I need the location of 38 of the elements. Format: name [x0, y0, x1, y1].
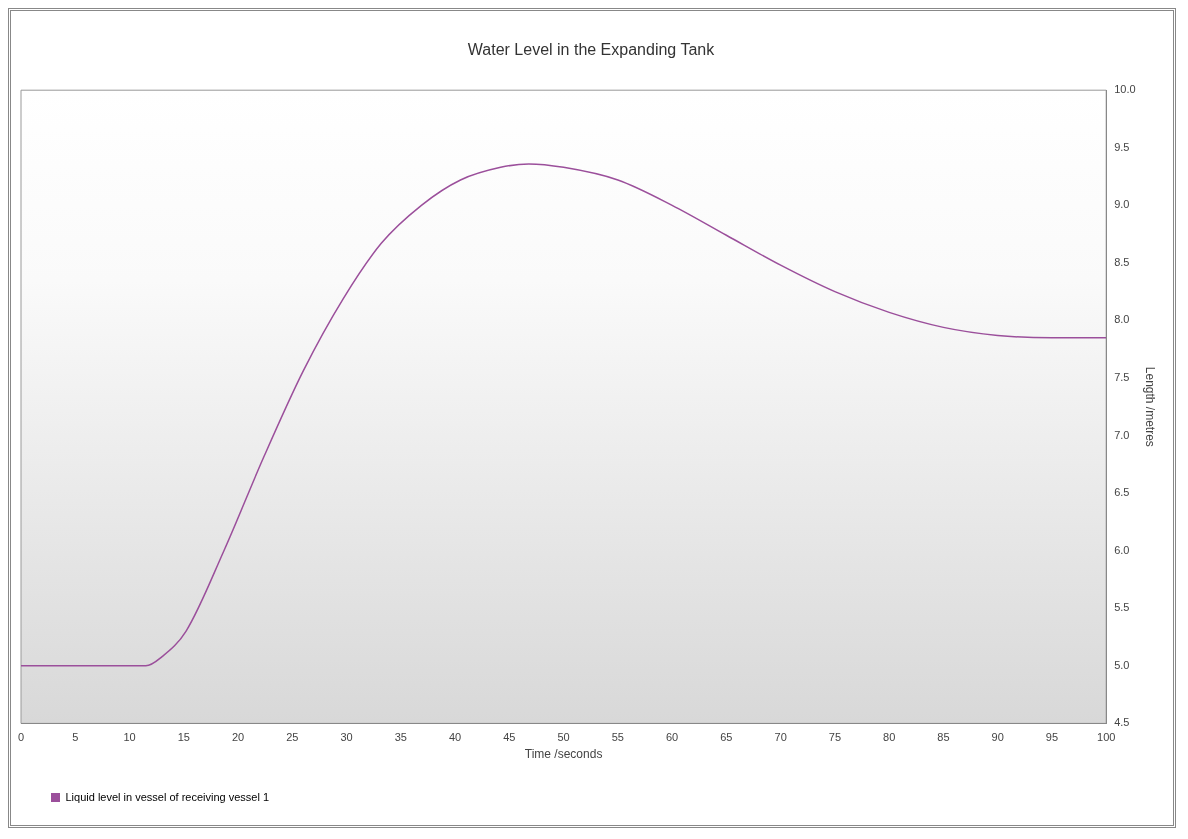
y-tick-label: 6.0 [1114, 543, 1130, 556]
x-tick-label: 70 [774, 731, 787, 744]
line-series [21, 163, 1107, 667]
x-axis-title: Time /seconds [524, 747, 603, 762]
x-tick-label: 50 [557, 731, 570, 744]
x-tick-label: 55 [611, 731, 624, 744]
y-axis-title: Length /metres [1143, 366, 1158, 447]
y-tick-label: 4.5 [1114, 716, 1130, 729]
x-tick-label: 10 [123, 731, 136, 744]
x-tick-label: 80 [883, 731, 896, 744]
y-tick-label: 8.5 [1114, 255, 1130, 268]
x-tick-label: 20 [231, 731, 245, 744]
x-tick-label: 75 [828, 731, 842, 744]
chart-title: Water Level in the Expanding Tank [467, 41, 716, 59]
y-tick-label: 9.0 [1114, 198, 1130, 211]
y-tick-label: 7.5 [1114, 371, 1130, 384]
x-tick-label: 15 [177, 731, 190, 744]
y-tick-label: 9.5 [1114, 140, 1130, 153]
y-tick-label: 5.5 [1114, 601, 1130, 614]
y-tick-label: 7.0 [1114, 428, 1130, 441]
x-tick-label: 100 [1097, 731, 1116, 744]
x-tick-label: 60 [665, 731, 679, 744]
x-tick-label: 65 [720, 731, 733, 744]
y-tick-label: 10.0 [1114, 83, 1136, 96]
y-tick-label: 8.0 [1114, 313, 1130, 326]
x-tick-label: 40 [448, 731, 462, 744]
x-tick-label: 45 [503, 731, 516, 744]
x-tick-label: 0 [17, 731, 25, 744]
x-tick-label: 85 [937, 731, 950, 744]
x-tick-label: 5 [72, 731, 79, 744]
y-tick-label: 6.5 [1114, 486, 1130, 499]
x-tick-label: 35 [394, 731, 407, 744]
y-tick-label: 5.0 [1114, 658, 1130, 671]
x-tick-label: 30 [340, 731, 353, 744]
x-tick-label: 25 [286, 731, 299, 744]
x-tick-label: 95 [1045, 731, 1059, 744]
legend-label: Liquid level in vessel of receiving vessel 1 [65, 790, 270, 803]
x-tick-label: 90 [991, 731, 1004, 744]
